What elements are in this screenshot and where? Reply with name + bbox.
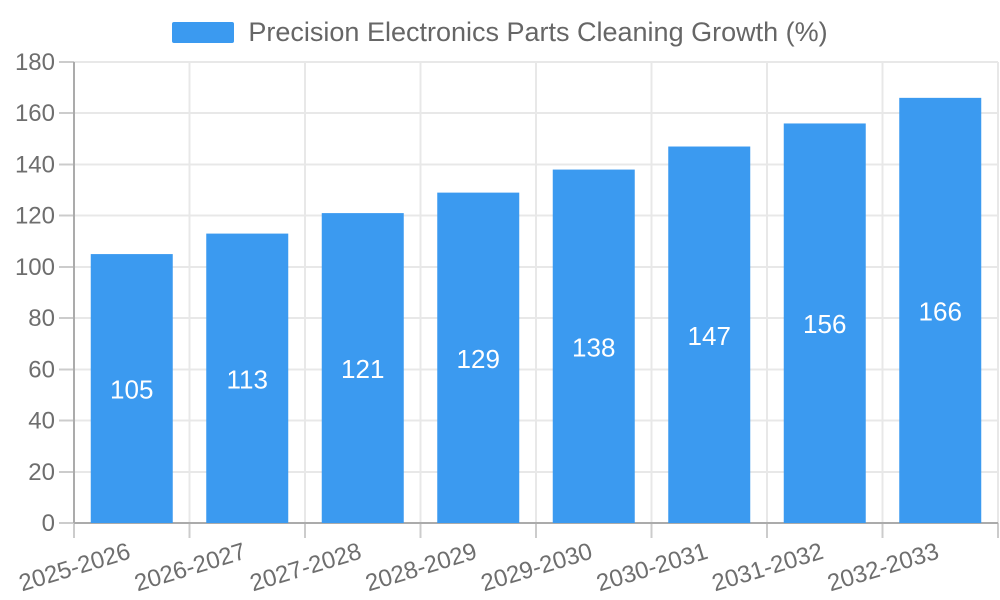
bar[interactable] bbox=[437, 192, 520, 523]
y-axis-label: 160 bbox=[15, 100, 55, 127]
x-axis-label: 2025-2026 bbox=[16, 538, 134, 597]
legend-swatch bbox=[172, 22, 235, 43]
bar-value-label: 138 bbox=[572, 332, 615, 362]
bar-value-label: 129 bbox=[457, 344, 500, 374]
legend-label: Precision Electronics Parts Cleaning Gro… bbox=[248, 17, 828, 47]
bar[interactable] bbox=[552, 169, 635, 524]
y-axis-label: 20 bbox=[28, 459, 55, 486]
y-axis-label: 0 bbox=[42, 510, 55, 537]
y-axis-label: 140 bbox=[15, 151, 55, 178]
bar[interactable] bbox=[783, 123, 866, 523]
bar[interactable] bbox=[90, 254, 173, 524]
bar[interactable] bbox=[206, 233, 289, 523]
y-axis-label: 100 bbox=[15, 254, 55, 281]
y-axis-label: 120 bbox=[15, 203, 55, 230]
y-axis-label: 40 bbox=[28, 408, 55, 435]
x-axis-label: 2028-2029 bbox=[362, 538, 480, 597]
bar-value-label: 121 bbox=[341, 354, 384, 384]
bar-value-label: 166 bbox=[919, 296, 962, 326]
x-axis-label: 2027-2028 bbox=[247, 538, 365, 597]
bar[interactable] bbox=[321, 213, 404, 523]
bar[interactable] bbox=[668, 146, 751, 523]
legend-item[interactable]: Precision Electronics Parts Cleaning Gro… bbox=[0, 17, 1000, 48]
bar-value-label: 105 bbox=[110, 375, 153, 405]
x-axis-label: 2031-2032 bbox=[709, 538, 827, 597]
x-axis-label: 2029-2030 bbox=[478, 538, 596, 597]
bar[interactable] bbox=[899, 97, 982, 523]
x-axis-label: 2026-2027 bbox=[131, 538, 249, 597]
x-axis-label: 2032-2033 bbox=[824, 538, 942, 597]
x-axis-label: 2030-2031 bbox=[593, 538, 711, 597]
y-axis-label: 80 bbox=[28, 305, 55, 332]
bar-value-label: 156 bbox=[803, 309, 846, 339]
bar-value-label: 113 bbox=[227, 364, 268, 394]
bar-value-label: 147 bbox=[688, 321, 731, 351]
y-axis-label: 60 bbox=[28, 356, 55, 383]
y-axis-label: 180 bbox=[15, 49, 55, 76]
